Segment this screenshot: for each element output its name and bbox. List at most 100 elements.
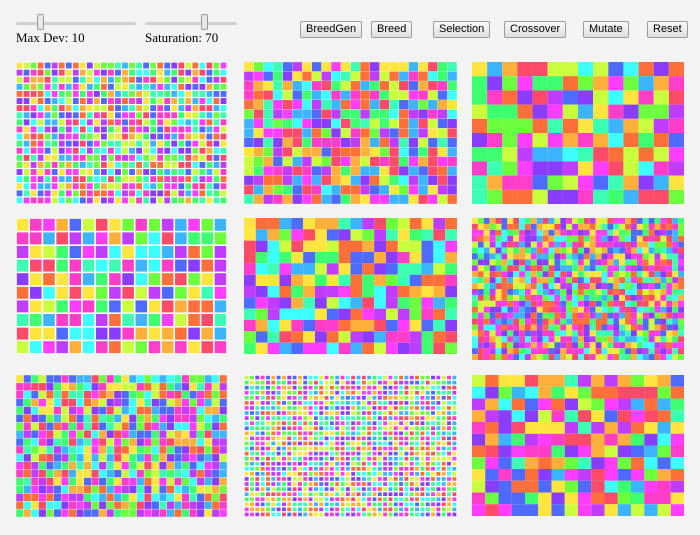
mosaic-cell [287,512,292,517]
mosaic-cell [329,512,334,517]
mosaic-cell [303,274,315,286]
mosaic-cell [260,502,265,507]
mosaic-cell [281,395,286,400]
mosaic-cell [86,105,93,112]
mosaic-cell [547,90,563,105]
max-dev-slider-thumb[interactable] [37,14,44,30]
mosaic-cell [613,330,620,337]
mosaic-cell [319,441,324,446]
mosaic-cell [425,487,430,491]
mosaic-cell [654,229,661,236]
saturation-slider[interactable] [145,14,237,32]
mosaic-cell [437,147,448,157]
mosaic-cell [437,62,448,72]
mosaic-cell [244,71,254,81]
mutate-button[interactable]: Mutate [583,21,629,38]
pattern-tile-5[interactable] [244,218,457,354]
mosaic-cell [23,461,31,470]
mosaic-cell [383,416,388,420]
mosaic-cell [150,98,157,104]
mosaic-cell [30,91,37,97]
mosaic-cell [157,176,164,183]
pattern-tile-2[interactable] [244,62,457,204]
mosaic-cell [340,451,345,456]
pattern-tile-3[interactable] [472,62,684,204]
mosaic-cell [244,461,249,466]
saturation-slider-thumb[interactable] [201,14,208,30]
mosaic-cell [326,263,339,275]
breedgen-button[interactable]: BreedGen [300,21,363,38]
mosaic-cell [16,501,24,509]
mosaic-cell [445,218,457,230]
mosaic-cell [206,119,213,126]
mosaic-cell [393,492,398,497]
mosaic-cell [619,241,626,248]
mosaic-cell [61,461,69,470]
max-dev-slider[interactable] [16,14,136,32]
mosaic-cell [324,411,329,415]
mosaic-cell [367,502,372,507]
mosaic-cell [16,147,23,154]
mosaic-cell [166,430,175,438]
mosaic-cell [477,348,484,355]
mosaic-cell [367,512,372,517]
mosaic-cell [608,133,624,148]
mosaic-cell [319,497,324,502]
mosaic-cell [572,241,578,248]
mosaic-cell [220,169,227,175]
mosaic-cell [489,289,496,295]
breed-button[interactable]: Breed [371,21,413,38]
mosaic-cell [421,218,434,230]
mosaic-cell [135,286,148,299]
mosaic-cell [151,390,159,399]
mosaic-cell [244,109,254,119]
mosaic-cell [367,507,372,512]
mosaic-cell [197,501,205,509]
mosaic-cell [447,512,451,517]
crossover-button[interactable]: Crossover [504,21,567,38]
pattern-tile-7[interactable] [16,375,227,517]
mosaic-cell [431,411,435,415]
mosaic-cell [361,456,366,461]
mosaic-cell [578,289,584,295]
pattern-tile-4[interactable] [16,218,227,354]
pattern-tile-8[interactable] [244,375,457,517]
mosaic-cell [356,512,361,517]
mosaic-cell [321,147,331,157]
mosaic-cell [65,83,72,90]
mosaic-cell [76,446,84,454]
pattern-tile-9[interactable] [472,375,684,516]
mosaic-cell [308,466,313,471]
mosaic-cell [389,147,399,157]
mosaic-cell [292,446,297,451]
mosaic-cell [206,190,213,197]
mosaic-cell [199,183,206,190]
mosaic-cell [115,197,121,204]
mosaic-cell [106,454,114,462]
reset-button[interactable]: Reset [647,21,688,38]
mosaic-cell [345,507,350,512]
mosaic-cell [519,283,525,289]
mosaic-cell [595,241,602,248]
mosaic-cell [340,375,345,380]
mosaic-cell [324,431,329,436]
mosaic-cell [441,502,446,507]
mosaic-cell [266,492,270,497]
pattern-tile-1[interactable] [16,62,227,204]
mosaic-cell [554,312,561,319]
mosaic-cell [495,318,502,325]
mosaic-cell [404,375,409,380]
mosaic-cell [657,492,671,505]
mosaic-cell [377,385,382,390]
mosaic-cell [420,451,425,456]
mosaic-cell [351,461,356,466]
mosaic-cell [23,446,31,454]
mosaic-cell [638,161,654,176]
selection-button[interactable]: Selection [433,21,491,38]
mosaic-cell [370,128,380,138]
mosaic-cell [303,426,308,431]
mosaic-cell [345,487,350,491]
mosaic-cell [157,98,164,104]
pattern-tile-6[interactable] [472,218,684,360]
mosaic-cell [129,375,137,383]
